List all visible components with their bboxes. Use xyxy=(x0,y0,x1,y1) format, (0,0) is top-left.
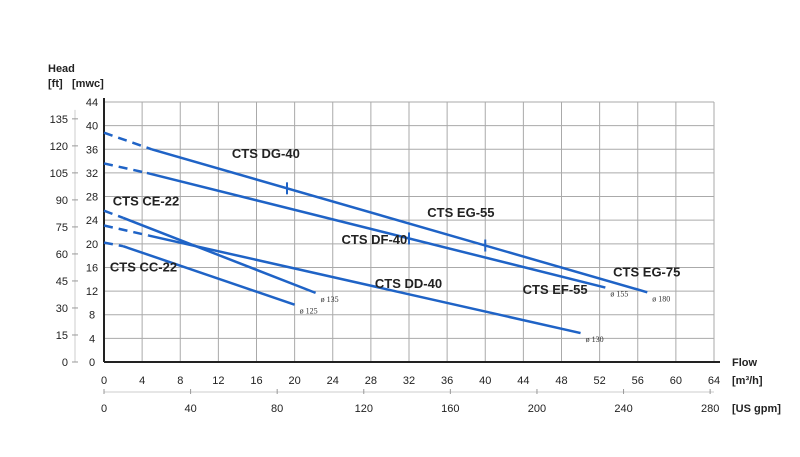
y2-tick-label: 135 xyxy=(50,114,68,126)
x2-tick-label: 40 xyxy=(184,403,196,415)
x-tick-label: 0 xyxy=(101,375,107,387)
x2-tick-label: 240 xyxy=(614,403,632,415)
curve-solid xyxy=(146,171,606,289)
y-unit-ft: [ft] xyxy=(48,78,63,90)
x-unit-gpm: [US gpm] xyxy=(732,403,781,415)
y2-tick-label: 45 xyxy=(56,276,68,288)
pump-model-label: CTS EG-75 xyxy=(613,264,680,279)
pump-model-label: CTS CC-22 xyxy=(110,260,177,275)
x-tick-label: 60 xyxy=(670,375,682,387)
pump-model-label: CTS CE-22 xyxy=(113,193,179,208)
y2-tick-label: 60 xyxy=(56,249,68,261)
y2-tick-label: 30 xyxy=(56,303,68,315)
y-tick-label: 40 xyxy=(86,121,98,133)
x2-tick-label: 280 xyxy=(701,403,719,415)
y2-tick-label: 75 xyxy=(56,222,68,234)
y-tick-label: 28 xyxy=(86,192,98,204)
pump-model-label: CTS DF-40 xyxy=(342,232,408,247)
x-tick-label: 32 xyxy=(403,375,415,387)
x-tick-label: 8 xyxy=(177,375,183,387)
curve-dashed xyxy=(103,224,150,237)
impeller-diameter-label: ø 180 xyxy=(652,294,670,303)
y-tick-label: 12 xyxy=(86,286,98,298)
x-tick-label: 64 xyxy=(708,375,720,387)
x-tick-label: 24 xyxy=(327,375,339,387)
y2-tick-label: 120 xyxy=(50,141,68,153)
curve-solid xyxy=(122,244,296,306)
y-tick-label: 32 xyxy=(86,168,98,180)
y-tick-label: 36 xyxy=(86,144,98,156)
y-tick-label: 4 xyxy=(89,333,95,345)
x-tick-label: 52 xyxy=(594,375,606,387)
y2-tick-label: 90 xyxy=(56,195,68,207)
y-tick-label: 20 xyxy=(86,239,98,251)
x-tick-label: 36 xyxy=(441,375,453,387)
y2-tick-label: 0 xyxy=(62,357,68,369)
curve-dashed xyxy=(103,209,124,219)
x-tick-label: 12 xyxy=(212,375,224,387)
x-axis-title: Flow xyxy=(732,357,757,369)
curve-solid xyxy=(148,234,581,335)
x-tick-label: 40 xyxy=(479,375,491,387)
y-tick-label: 0 xyxy=(89,357,95,369)
x-tick-label: 4 xyxy=(139,375,145,387)
curve-dashed xyxy=(103,162,148,175)
curve-dashed xyxy=(103,131,153,151)
y-axis-title: Head xyxy=(48,63,75,75)
pump-model-label: CTS EG-55 xyxy=(427,205,494,220)
pump-model-label: CTS DG-40 xyxy=(232,146,300,161)
y-tick-label: 24 xyxy=(86,215,98,227)
x2-tick-label: 80 xyxy=(271,403,283,415)
y2-tick-label: 105 xyxy=(50,168,68,180)
x-tick-label: 56 xyxy=(632,375,644,387)
y2-tick-label: 15 xyxy=(56,330,68,342)
x-tick-label: 44 xyxy=(517,375,529,387)
impeller-diameter-label: ø 155 xyxy=(610,290,628,299)
curve-solid xyxy=(122,216,317,295)
pump-model-label: CTS DD-40 xyxy=(375,276,442,291)
y-tick-label: 16 xyxy=(86,262,98,274)
y-tick-label: 44 xyxy=(86,97,98,109)
x2-tick-label: 200 xyxy=(528,403,546,415)
y-tick-label: 8 xyxy=(89,310,95,322)
x2-tick-label: 0 xyxy=(101,403,107,415)
impeller-diameter-label: ø 130 xyxy=(586,335,604,344)
x-tick-label: 16 xyxy=(250,375,262,387)
x2-tick-label: 160 xyxy=(441,403,459,415)
y-unit-mwc: [mwc] xyxy=(72,78,104,90)
x-tick-label: 48 xyxy=(555,375,567,387)
impeller-diameter-label: ø 125 xyxy=(300,307,318,316)
curve-dashed xyxy=(103,241,124,248)
pump-model-label: CTS EF-55 xyxy=(523,282,588,297)
x-tick-label: 20 xyxy=(289,375,301,387)
curve-solid xyxy=(151,148,648,294)
x2-tick-label: 120 xyxy=(355,403,373,415)
x-tick-label: 28 xyxy=(365,375,377,387)
x-unit-m3h: [m³/h] xyxy=(732,375,763,387)
impeller-diameter-label: ø 135 xyxy=(321,295,339,304)
